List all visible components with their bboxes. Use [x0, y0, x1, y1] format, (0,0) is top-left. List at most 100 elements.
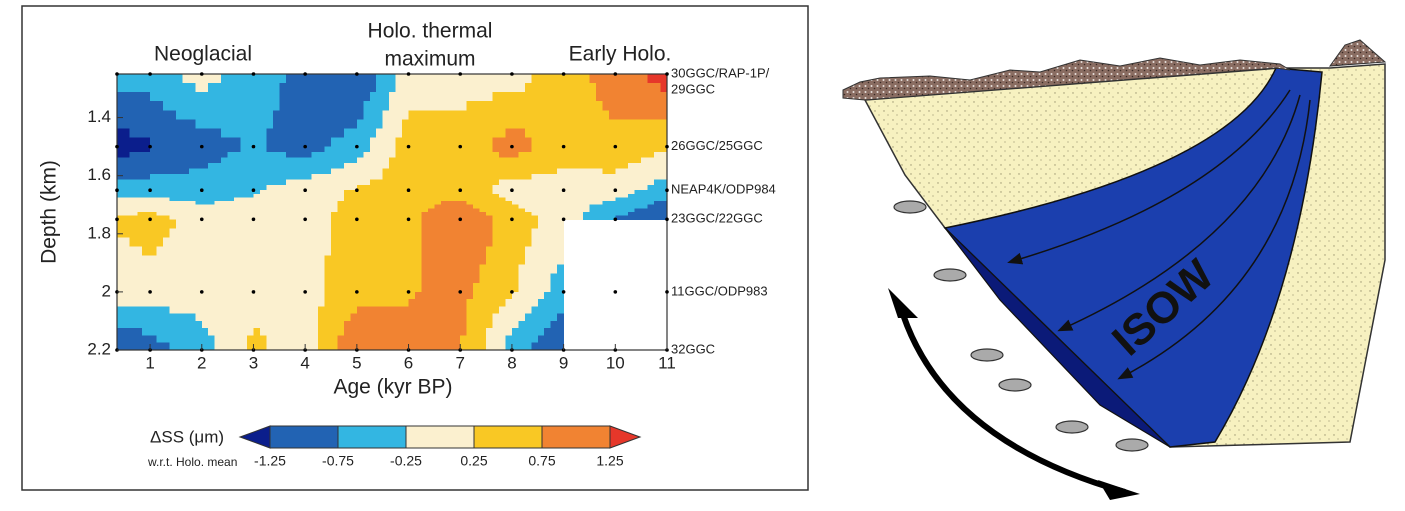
- contour-cell: [221, 274, 228, 284]
- contour-cell: [583, 147, 590, 153]
- contour-cell: [195, 110, 202, 120]
- contour-cell: [350, 174, 357, 180]
- contour-cell: [499, 335, 506, 343]
- contour-cell: [577, 119, 584, 129]
- contour-cell: [117, 83, 122, 93]
- contour-cell: [299, 119, 306, 129]
- contour-cell: [473, 185, 480, 191]
- contour-cell: [305, 265, 312, 275]
- contour-cell: [325, 138, 332, 148]
- contour-cell: [182, 92, 189, 102]
- contour-cell: [428, 201, 435, 205]
- contour-cell: [557, 168, 564, 174]
- contour-cell: [325, 83, 332, 93]
- contour-cell: [493, 168, 500, 174]
- contour-cell: [305, 194, 312, 198]
- contour-cell: [363, 92, 370, 102]
- contour-cell: [299, 174, 306, 180]
- contour-cell: [182, 168, 189, 174]
- contour-cell: [421, 163, 428, 169]
- contour-cell: [125, 274, 130, 284]
- contour-cell: [292, 205, 299, 209]
- contour-cell: [376, 247, 383, 257]
- contour-cell: [357, 174, 364, 180]
- contour-cell: [305, 247, 312, 257]
- contour-cell: [299, 152, 306, 158]
- contour-cell: [182, 101, 189, 111]
- contour-cell: [544, 152, 551, 158]
- contour-cell: [247, 247, 254, 257]
- contour-cell: [615, 174, 622, 180]
- contour-cell: [266, 283, 273, 293]
- contour-cell: [121, 185, 126, 191]
- contour-cell: [305, 110, 312, 120]
- contour-cell: [121, 321, 126, 329]
- contour-cell: [125, 256, 130, 266]
- contour-cell: [518, 168, 525, 174]
- contour-cell: [389, 83, 396, 93]
- contour-cell: [146, 201, 151, 205]
- contour-cell: [121, 92, 126, 102]
- contour-cell: [376, 314, 383, 322]
- contour-cell: [376, 179, 383, 185]
- contour-cell: [344, 194, 351, 198]
- contour-cell: [260, 283, 267, 293]
- contour-cell: [134, 219, 139, 229]
- contour-cell: [344, 335, 351, 343]
- contour-cell: [299, 158, 306, 164]
- contour-cell: [299, 208, 306, 212]
- contour-cell: [163, 292, 170, 300]
- contour-cell: [648, 174, 655, 180]
- contour-cell: [331, 228, 338, 238]
- contour-cell: [544, 328, 551, 336]
- contour-cell: [337, 163, 344, 169]
- contour-cell: [142, 208, 147, 212]
- contour-cell: [344, 328, 351, 336]
- contour-cell: [253, 174, 260, 180]
- contour-cell: [344, 299, 351, 307]
- contour-cell: [602, 179, 609, 185]
- contour-cell: [134, 190, 139, 194]
- contour-cell: [499, 119, 506, 129]
- contour-cell: [551, 314, 558, 322]
- contour-cell: [570, 152, 577, 158]
- contour-cell: [493, 163, 500, 169]
- contour-cell: [312, 185, 319, 191]
- contour-cell: [215, 194, 222, 198]
- contour-cell: [499, 110, 506, 120]
- contour-cell: [564, 152, 571, 158]
- contour-cell: [518, 163, 525, 169]
- contour-cell: [648, 205, 655, 209]
- contour-cell: [551, 138, 558, 148]
- contour-cell: [447, 119, 454, 129]
- contour-cell: [480, 292, 487, 300]
- contour-cell: [221, 306, 228, 314]
- contour-cell: [525, 190, 532, 194]
- contour-cell: [544, 219, 551, 229]
- contour-cell: [331, 256, 338, 266]
- terrain: [1330, 40, 1385, 66]
- contour-cell: [421, 138, 428, 148]
- contour-cell: [654, 119, 661, 129]
- contour-cell: [241, 190, 248, 194]
- contour-cell: [138, 152, 143, 158]
- contour-cell: [247, 163, 254, 169]
- contour-cell: [150, 212, 157, 216]
- contour-cell: [228, 256, 235, 266]
- contour-cell: [121, 208, 126, 212]
- contour-cell: [589, 190, 596, 194]
- contour-cell: [125, 237, 130, 247]
- contour-cell: [350, 152, 357, 158]
- contour-cell: [157, 185, 164, 191]
- contour-cell: [234, 212, 241, 216]
- contour-cell: [331, 314, 338, 322]
- contour-cell: [253, 92, 260, 102]
- contour-cell: [182, 201, 189, 205]
- contour-cell: [176, 321, 183, 329]
- contour-cell: [208, 265, 215, 275]
- contour-cell: [493, 314, 500, 322]
- contour-cell: [596, 119, 603, 129]
- contour-cell: [648, 128, 655, 138]
- contour-cell: [557, 265, 564, 275]
- contour-cell: [260, 158, 267, 164]
